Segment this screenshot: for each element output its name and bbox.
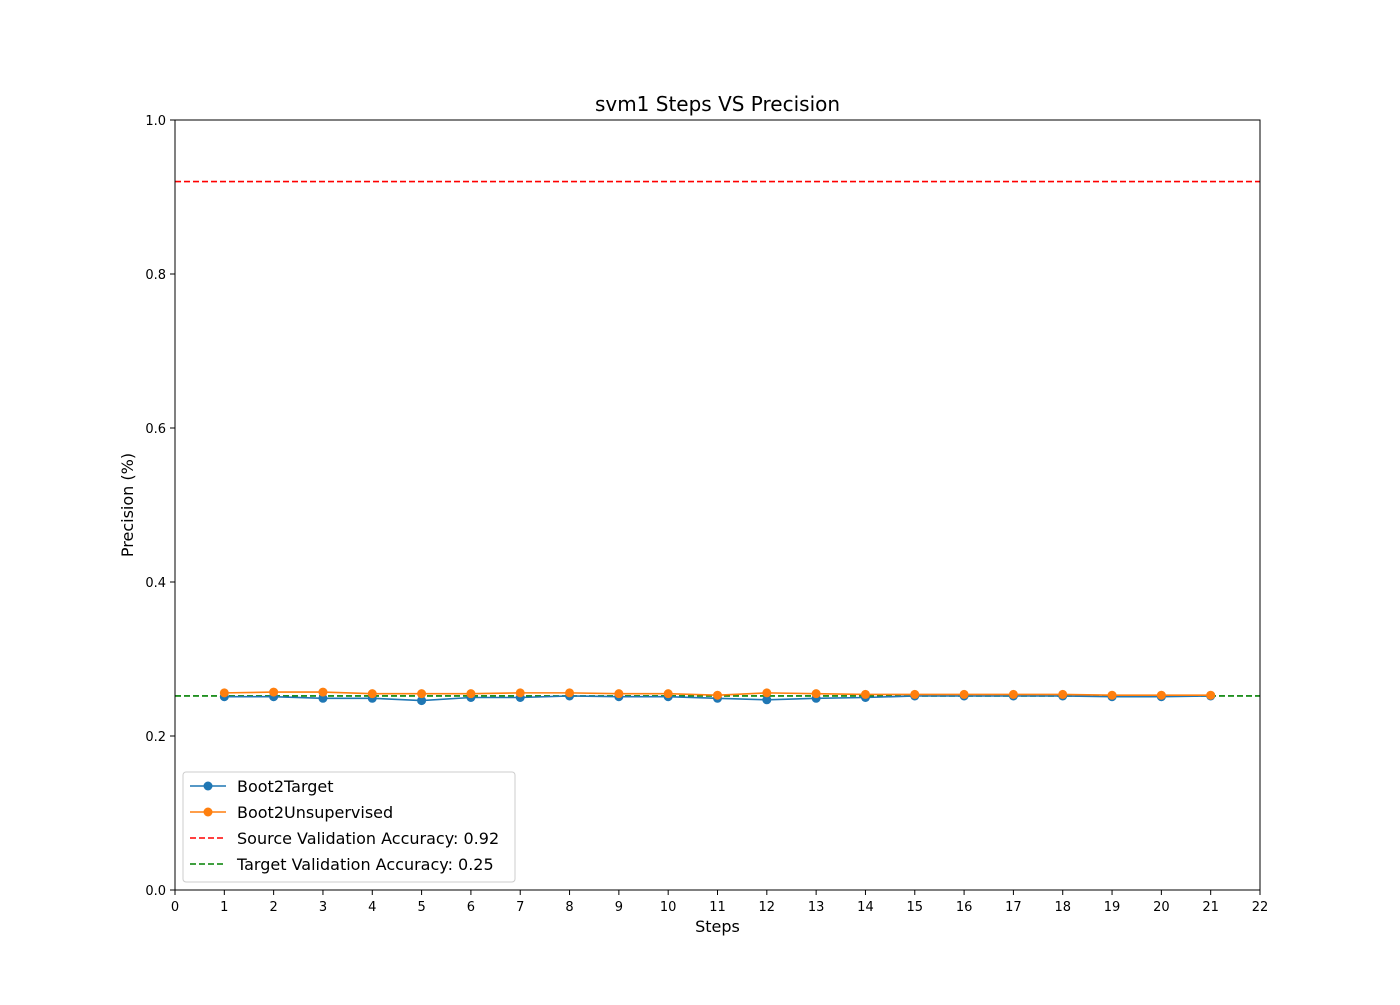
x-tick-label-2: 2 <box>269 900 277 915</box>
chart-title: svm1 Steps VS Precision <box>595 92 840 116</box>
data-point-s1-4 <box>417 689 427 699</box>
x-tick-label-4: 4 <box>368 900 376 915</box>
y-tick-label-4: 0.8 <box>145 268 166 283</box>
y-tick-label-2: 0.4 <box>145 576 166 591</box>
legend: Boot2Target Boot2Unsupervised Source Valid… <box>182 771 516 883</box>
x-tick-label-21: 21 <box>1202 900 1219 915</box>
x-tick-label-20: 20 <box>1153 900 1170 915</box>
data-point-s1-20 <box>1206 690 1216 700</box>
x-tick-label-3: 3 <box>319 900 327 915</box>
x-tick-label-9: 9 <box>615 900 623 915</box>
x-tick-label-11: 11 <box>709 900 726 915</box>
data-point-s1-0 <box>219 688 229 698</box>
x-tick-label-6: 6 <box>467 900 475 915</box>
legend-box <box>182 771 516 883</box>
data-point-s1-5 <box>466 689 476 699</box>
x-tick-label-0: 0 <box>171 900 179 915</box>
data-point-s1-3 <box>367 689 377 699</box>
legend-marker-1 <box>203 807 213 817</box>
x-tick-label-13: 13 <box>808 900 825 915</box>
data-point-s1-12 <box>811 689 821 699</box>
x-tick-label-14: 14 <box>857 900 874 915</box>
data-point-s1-14 <box>910 689 920 699</box>
y-tick-label-1: 0.2 <box>145 730 166 745</box>
data-point-s1-11 <box>762 688 772 698</box>
x-tick-label-16: 16 <box>956 900 973 915</box>
data-point-s1-19 <box>1156 690 1166 700</box>
plot-area: 0 1 2 3 4 5 6 7 8 9 10 11 12 13 14 15 16 17 18 19 20 21 220.00… <box>145 114 1268 915</box>
x-tick-label-1: 1 <box>220 900 228 915</box>
x-tick-label-7: 7 <box>516 900 524 915</box>
data-point-s1-16 <box>1008 689 1018 699</box>
data-point-s1-17 <box>1058 689 1068 699</box>
data-point-s1-7 <box>565 688 575 698</box>
data-point-s1-2 <box>318 687 328 697</box>
data-point-s1-1 <box>269 687 279 697</box>
x-tick-label-12: 12 <box>759 900 776 915</box>
x-tick-label-5: 5 <box>417 900 425 915</box>
data-point-s0-2 <box>318 693 328 703</box>
data-point-s0-11 <box>762 695 772 705</box>
legend-marker-0 <box>203 781 213 791</box>
x-tick-label-17: 17 <box>1005 900 1022 915</box>
y-tick-label-5: 1.0 <box>145 114 166 129</box>
y-axis-label: Precision (%) <box>118 453 137 557</box>
legend-label-2: Source Validation Accuracy: 0.92 <box>237 829 499 848</box>
data-point-s1-10 <box>713 690 722 700</box>
data-point-s1-8 <box>614 689 624 699</box>
data-point-s1-6 <box>515 688 525 698</box>
x-tick-label-15: 15 <box>906 900 923 915</box>
x-axis-label: Steps <box>695 917 740 936</box>
legend-label-0: Boot2Target <box>237 777 334 796</box>
x-tick-label-8: 8 <box>565 900 573 915</box>
data-point-s1-13 <box>860 689 870 699</box>
legend-label-1: Boot2Unsupervised <box>237 803 393 822</box>
y-tick-label-3: 0.6 <box>145 422 166 437</box>
y-tick-label-0: 0.0 <box>145 884 166 899</box>
x-tick-label-22: 22 <box>1252 900 1269 915</box>
data-point-s1-18 <box>1107 690 1117 700</box>
x-tick-label-18: 18 <box>1054 900 1071 915</box>
x-tick-label-19: 19 <box>1104 900 1121 915</box>
data-point-s0-4 <box>417 696 427 706</box>
data-point-s1-9 <box>663 689 673 699</box>
x-tick-label-10: 10 <box>660 900 677 915</box>
legend-label-3: Target Validation Accuracy: 0.25 <box>236 855 494 874</box>
data-point-s1-15 <box>959 689 969 699</box>
